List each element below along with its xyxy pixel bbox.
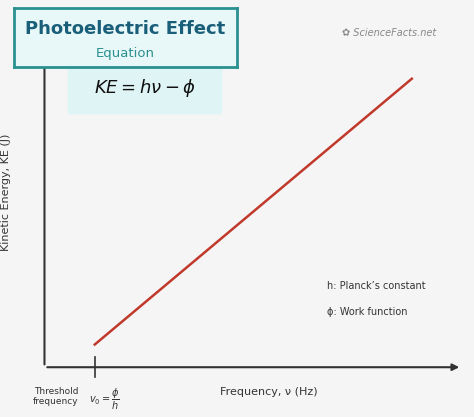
FancyBboxPatch shape	[68, 63, 222, 114]
Text: Equation: Equation	[96, 48, 155, 60]
Text: Threshold
frequency: Threshold frequency	[33, 387, 79, 406]
Text: ✿ ScienceFacts.net: ✿ ScienceFacts.net	[342, 28, 436, 38]
Text: $KE = h\nu - \phi$: $KE = h\nu - \phi$	[94, 78, 196, 99]
Text: Frequency, ν (Hz): Frequency, ν (Hz)	[220, 387, 318, 397]
Text: Photoelectric Effect: Photoelectric Effect	[26, 20, 226, 38]
Text: $v_0 = \dfrac{\phi}{h}$: $v_0 = \dfrac{\phi}{h}$	[89, 387, 120, 412]
Text: h: Planck’s constant: h: Planck’s constant	[327, 281, 425, 291]
Text: Kinetic Energy, KE (J): Kinetic Energy, KE (J)	[1, 133, 11, 251]
Text: ϕ: Work function: ϕ: Work function	[327, 307, 407, 317]
